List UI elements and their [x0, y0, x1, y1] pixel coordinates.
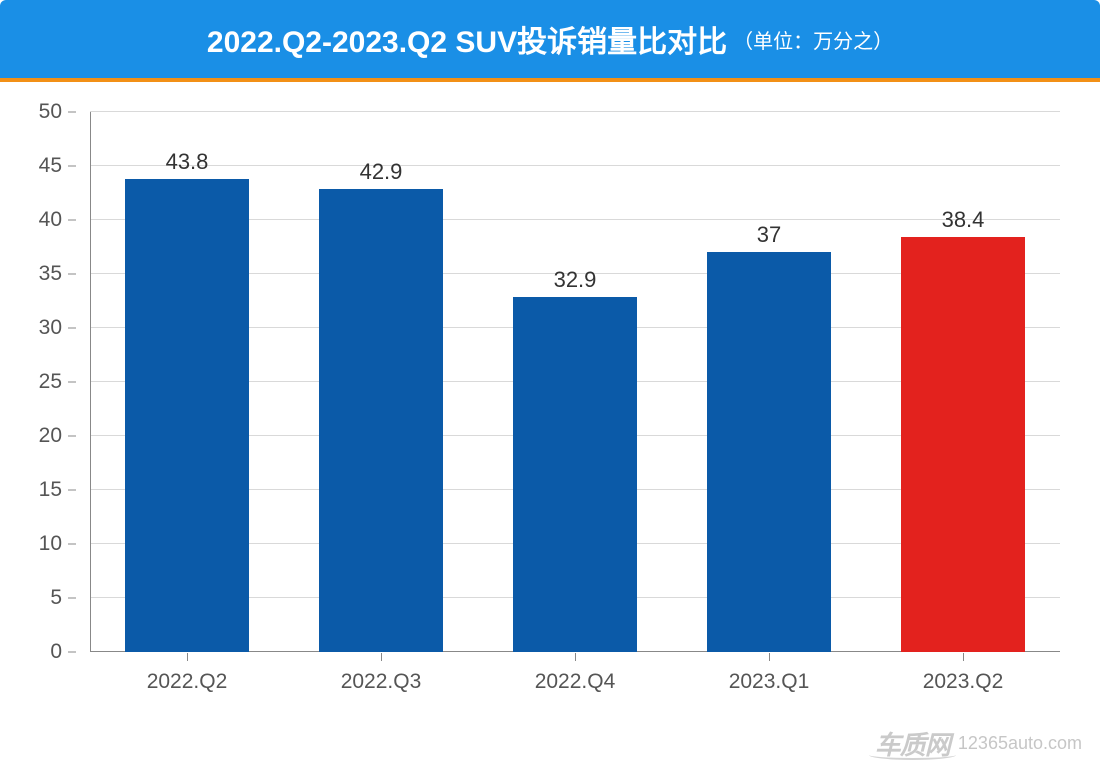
watermark-logo: 车质网: [875, 725, 950, 762]
bar-value-label: 42.9: [360, 159, 403, 185]
x-tick-mark: [187, 653, 188, 661]
bar-slot: 38.4: [866, 112, 1060, 652]
y-tick-mark: [68, 112, 76, 113]
y-tick-label: 40: [12, 208, 62, 232]
x-axis-label: 2022.Q3: [284, 670, 478, 694]
x-tick-mark: [575, 653, 576, 661]
y-tick-mark: [68, 166, 76, 167]
y-tick-label: 50: [12, 100, 62, 124]
y-tick-label: 25: [12, 370, 62, 394]
watermark-url: 12365auto.com: [958, 733, 1082, 754]
x-tick-mark: [963, 653, 964, 661]
chart-area: 05101520253035404550 43.842.932.93738.4 …: [0, 82, 1100, 712]
y-tick-mark: [68, 382, 76, 383]
bar-value-label: 32.9: [554, 267, 597, 293]
bar: 37: [707, 252, 831, 652]
y-tick-label: 15: [12, 478, 62, 502]
bars-container: 43.8 42.9 32.9 37 38.4: [90, 112, 1060, 652]
y-tick-mark: [68, 652, 76, 653]
bar-value-label: 43.8: [166, 149, 209, 175]
bar-value-label: 37: [757, 222, 781, 248]
bar-slot: 37: [672, 112, 866, 652]
y-tick-mark: [68, 490, 76, 491]
watermark: 车质网 12365auto.com: [875, 725, 1082, 762]
chart-header: 2022.Q2-2023.Q2 SUV投诉销量比对比 （单位：万分之）: [0, 0, 1100, 78]
x-tick-mark: [769, 653, 770, 661]
y-tick-mark: [68, 220, 76, 221]
x-axis-label: 2023.Q1: [672, 670, 866, 694]
bar-slot: 43.8: [90, 112, 284, 652]
x-axis-label: 2022.Q2: [90, 670, 284, 694]
chart-title: 2022.Q2-2023.Q2 SUV投诉销量比对比: [207, 17, 727, 61]
bar-value-label: 38.4: [942, 207, 985, 233]
y-tick-label: 30: [12, 316, 62, 340]
y-tick-mark: [68, 436, 76, 437]
bar-slot: 42.9: [284, 112, 478, 652]
y-tick-mark: [68, 328, 76, 329]
y-tick-label: 20: [12, 424, 62, 448]
y-tick-mark: [68, 544, 76, 545]
y-tick-mark: [68, 598, 76, 599]
plot-area: 43.8 42.9 32.9 37 38.4: [90, 112, 1060, 652]
bar: 43.8: [125, 179, 249, 652]
y-tick-label: 45: [12, 154, 62, 178]
y-tick-label: 0: [12, 640, 62, 664]
y-tick-label: 10: [12, 532, 62, 556]
y-axis: 05101520253035404550: [0, 112, 90, 652]
x-axis-label: 2022.Q4: [478, 670, 672, 694]
bar: 42.9: [319, 189, 443, 652]
x-axis-labels: 2022.Q22022.Q32022.Q42023.Q12023.Q2: [90, 670, 1060, 694]
y-tick-label: 5: [12, 586, 62, 610]
x-axis-label: 2023.Q2: [866, 670, 1060, 694]
bar: 38.4: [901, 237, 1025, 652]
y-tick-label: 35: [12, 262, 62, 286]
bar: 32.9: [513, 297, 637, 652]
bar-slot: 32.9: [478, 112, 672, 652]
chart-unit: （单位：万分之）: [733, 25, 893, 54]
y-tick-mark: [68, 274, 76, 275]
x-tick-mark: [381, 653, 382, 661]
